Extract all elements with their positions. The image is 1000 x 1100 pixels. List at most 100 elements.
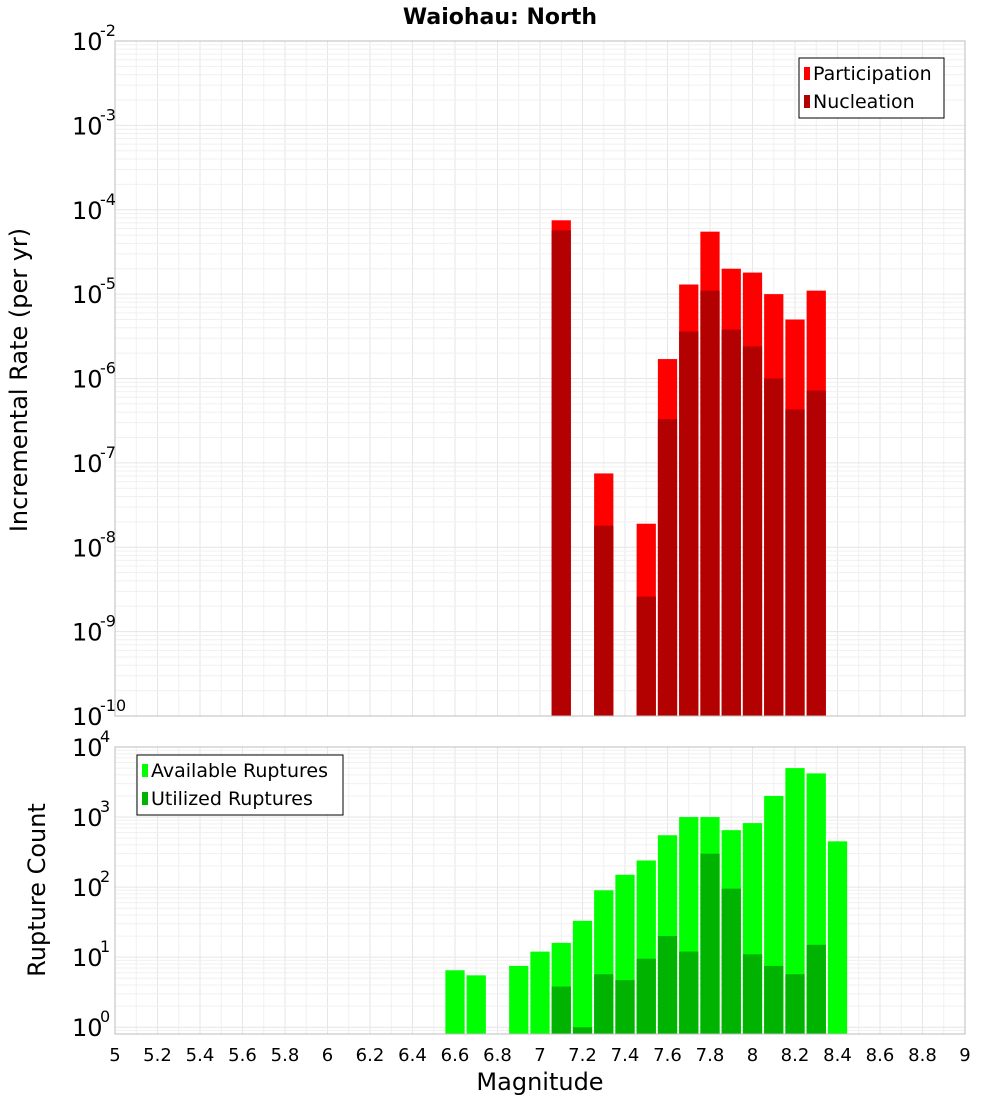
bottom-legend-label: Available Ruptures [151,760,328,782]
top-bar-nucleation-7.8 [700,290,720,716]
top-bar-nucleation-8 [742,346,763,716]
bottom-bar-available-ruptures-8.2 [785,768,805,1034]
x-tick-label: 8.4 [823,1045,852,1066]
top-y-tick-base: 10 [72,281,103,309]
top-bar-nucleation-8.1 [764,378,784,716]
bottom-bar-utilized-ruptures-8 [742,954,763,1034]
top-bar-nucleation-7.5 [636,596,656,716]
top-y-tick-exponent: -6 [100,359,116,378]
top-y-tick-base: 10 [72,619,103,647]
top-y-tick-exponent: -4 [100,190,116,209]
bottom-bar-utilized-ruptures-7.4 [615,980,635,1034]
top-y-tick-exponent: -7 [100,443,116,462]
top-legend: Participation Nucleation [798,57,945,119]
bottom-bar-available-ruptures-6.9 [509,965,529,1034]
top-y-tick-base: 10 [72,197,103,225]
bottom-bar-utilized-ruptures-7.6 [657,936,678,1034]
top-y-tick-label: 10-4 [72,190,116,225]
top-y-tick-label: 10-7 [72,443,116,478]
top-legend-box [798,57,945,119]
top-y-tick-exponent: -5 [100,274,116,293]
top-y-tick-label: 10-8 [72,527,116,562]
top-y-tick-label: 10-10 [72,696,126,731]
bottom-y-tick-label: 100 [72,1007,110,1042]
x-tick-label: 7.4 [611,1045,640,1066]
top-y-tick-label: 10-9 [72,612,116,647]
bottom-y-tick-label: 104 [72,727,110,762]
top-plot-frame [114,40,966,717]
bottom-y-tick-label: 103 [72,797,110,832]
bottom-bar-available-ruptures-7.2 [572,920,593,1034]
top-y-tick-exponent: -8 [100,527,116,546]
x-tick-label: 8.8 [908,1045,937,1066]
bottom-bar-utilized-ruptures-7.9 [721,888,741,1034]
x-tick-label: 6 [322,1045,333,1066]
top-y-tick-base: 10 [72,112,103,140]
bottom-legend-swatch [142,764,148,777]
top-y-tick-base: 10 [72,366,103,394]
top-legend-label: Nucleation [813,91,915,113]
top-legend-swatch [804,95,810,108]
bottom-series-utilized-ruptures [551,853,826,1034]
top-y-tick-base: 10 [72,703,103,731]
bottom-bar-available-ruptures-7 [530,951,550,1034]
top-series-nucleation [551,230,826,716]
top-bar-nucleation-7.6 [657,419,678,716]
top-y-tick-exponent: -10 [100,696,126,715]
x-tick-label: 5.6 [228,1045,257,1066]
bottom-plot-frame [114,746,966,1035]
top-legend-label: Participation [813,63,932,85]
top-legend-swatch [804,67,810,80]
x-tick-label: 5 [109,1045,120,1066]
bottom-y-tick-base: 10 [72,1014,103,1042]
chart-title: Waiohau: North [403,5,597,30]
bottom-bar-utilized-ruptures-7.5 [636,958,656,1034]
x-tick-label: 5.2 [143,1045,172,1066]
top-y-axis-title: Incremental Rate (per yr) [5,228,33,532]
bottom-bar-available-ruptures-6.7 [466,975,486,1034]
x-axis-title: Magnitude [476,1068,603,1096]
top-bar-nucleation-7.9 [721,329,741,716]
x-tick-label: 6.2 [356,1045,385,1066]
bottom-y-tick-base: 10 [72,804,103,832]
top-y-tick-label: 10-2 [72,21,116,56]
bottom-y-tick-exponent: 4 [100,727,110,746]
bottom-legend-box [136,754,344,816]
x-tick-label: 5.8 [271,1045,300,1066]
x-tick-label: 6.8 [483,1045,512,1066]
bottom-y-tick-exponent: 0 [100,1007,110,1026]
bottom-y-tick-base: 10 [72,874,103,902]
top-bar-nucleation-7.7 [679,331,699,716]
x-tick-label: 7.6 [653,1045,682,1066]
x-tick-label: 7.8 [696,1045,725,1066]
bottom-bar-utilized-ruptures-7.3 [594,974,614,1034]
x-tick-label: 8.6 [866,1045,895,1066]
top-y-tick-label: 10-5 [72,274,116,309]
bottom-y-axis-title: Rupture Count [23,803,51,977]
bottom-bar-utilized-ruptures-7.8 [700,853,720,1034]
bottom-y-tick-exponent: 2 [100,867,110,886]
top-bar-nucleation-8.3 [806,390,826,716]
x-tick-label: 7 [534,1045,545,1066]
bottom-bar-available-ruptures-6.6 [445,970,465,1034]
top-y-tick-label: 10-6 [72,359,116,394]
top-bar-nucleation-7.3 [594,525,614,716]
bottom-legend: Available Ruptures Utilized Ruptures [136,754,344,816]
bottom-legend-label: Utilized Ruptures [151,788,313,810]
top-y-tick-base: 10 [72,534,103,562]
x-tick-label: 8.2 [781,1045,810,1066]
bottom-bar-available-ruptures-8.4 [827,841,848,1034]
bottom-y-tick-label: 102 [72,867,110,902]
bottom-y-tick-base: 10 [72,944,103,972]
x-tick-label: 7.2 [568,1045,597,1066]
x-tick-label: 5.4 [186,1045,215,1066]
bottom-bar-utilized-ruptures-8.3 [806,944,826,1034]
x-tick-labels: 5 5.2 5.4 5.6 5.8 6 6.2 6.4 6.6 6.8 7 7.2 7.4 7.6 7.8 8… [109,1045,970,1066]
bottom-bar-utilized-ruptures-7.1 [551,986,571,1034]
bottom-y-tick-exponent: 3 [100,797,110,816]
bottom-bar-utilized-ruptures-7.7 [679,951,699,1034]
